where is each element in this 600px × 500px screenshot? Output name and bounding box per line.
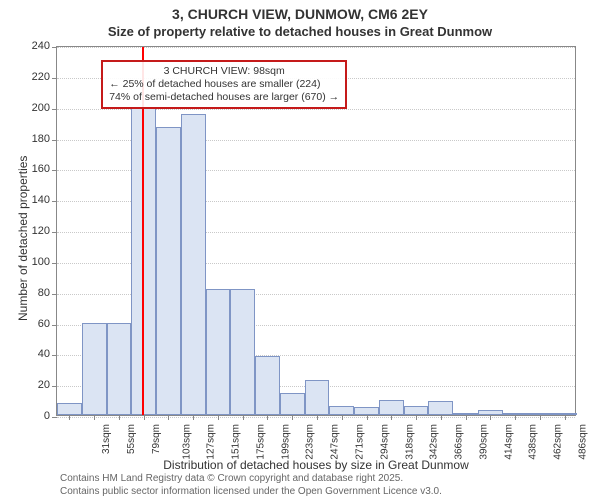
bar <box>305 380 330 415</box>
x-tick-label: 366sqm <box>454 424 465 460</box>
y-tick-label: 100 <box>26 256 50 268</box>
bar <box>404 406 429 415</box>
y-tick-mark <box>52 201 57 202</box>
chart-container: 3, CHURCH VIEW, DUNMOW, CM6 2EY Size of … <box>0 0 600 500</box>
y-tick-label: 40 <box>26 348 50 360</box>
y-tick-mark <box>52 78 57 79</box>
bar <box>181 114 206 415</box>
x-tick-label: 486sqm <box>577 424 588 460</box>
attribution-text: Contains HM Land Registry data © Crown c… <box>60 473 442 498</box>
attribution-line-2: Contains public sector information licen… <box>60 486 442 499</box>
x-tick-label: 175sqm <box>256 424 267 460</box>
x-tick-mark <box>441 415 442 420</box>
y-tick-mark <box>52 109 57 110</box>
x-tick-label: 414sqm <box>503 424 514 460</box>
y-tick-mark <box>52 355 57 356</box>
y-tick-label: 160 <box>26 163 50 175</box>
x-tick-mark <box>144 415 145 420</box>
x-tick-label: 31sqm <box>101 424 112 454</box>
x-tick-mark <box>367 415 368 420</box>
x-tick-label: 271sqm <box>355 424 366 460</box>
y-tick-label: 240 <box>26 40 50 52</box>
x-tick-label: 318sqm <box>404 424 415 460</box>
annotation-line: 3 CHURCH VIEW: 98sqm <box>109 65 339 78</box>
y-tick-mark <box>52 417 57 418</box>
x-tick-mark <box>490 415 491 420</box>
bar <box>230 289 255 415</box>
x-tick-label: 247sqm <box>330 424 341 460</box>
bar <box>354 407 379 415</box>
y-tick-label: 140 <box>26 194 50 206</box>
y-tick-mark <box>52 170 57 171</box>
y-tick-label: 20 <box>26 379 50 391</box>
x-tick-mark <box>416 415 417 420</box>
x-tick-label: 127sqm <box>206 424 217 460</box>
bar <box>107 323 132 416</box>
x-tick-mark <box>540 415 541 420</box>
x-tick-label: 55sqm <box>126 424 137 454</box>
y-tick-mark <box>52 386 57 387</box>
x-tick-label: 199sqm <box>280 424 291 460</box>
x-tick-label: 462sqm <box>553 424 564 460</box>
x-tick-label: 390sqm <box>478 424 489 460</box>
gridline <box>57 417 575 418</box>
x-tick-mark <box>69 415 70 420</box>
x-tick-mark <box>243 415 244 420</box>
bar <box>57 403 82 415</box>
annotation-line: 74% of semi-detached houses are larger (… <box>109 91 339 104</box>
chart-title-main: 3, CHURCH VIEW, DUNMOW, CM6 2EY <box>0 6 600 22</box>
x-tick-label: 103sqm <box>181 424 192 460</box>
x-tick-mark <box>342 415 343 420</box>
bar <box>379 400 404 415</box>
attribution-line-1: Contains HM Land Registry data © Crown c… <box>60 473 442 486</box>
x-tick-label: 223sqm <box>305 424 316 460</box>
y-tick-label: 60 <box>26 318 50 330</box>
y-tick-mark <box>52 232 57 233</box>
x-tick-mark <box>292 415 293 420</box>
y-tick-label: 80 <box>26 287 50 299</box>
x-tick-label: 79sqm <box>151 424 162 454</box>
bar <box>329 406 354 415</box>
annotation-line: ← 25% of detached houses are smaller (22… <box>109 78 339 91</box>
x-tick-mark <box>218 415 219 420</box>
gridline <box>57 47 575 48</box>
chart-title-sub: Size of property relative to detached ho… <box>0 24 600 39</box>
x-tick-label: 342sqm <box>429 424 440 460</box>
x-tick-label: 294sqm <box>379 424 390 460</box>
y-tick-mark <box>52 47 57 48</box>
y-tick-label: 200 <box>26 102 50 114</box>
y-tick-label: 180 <box>26 133 50 145</box>
x-tick-mark <box>317 415 318 420</box>
y-tick-label: 0 <box>26 410 50 422</box>
x-tick-mark <box>391 415 392 420</box>
x-tick-mark <box>193 415 194 420</box>
y-tick-label: 120 <box>26 225 50 237</box>
x-tick-mark <box>565 415 566 420</box>
bar <box>206 289 231 415</box>
x-tick-mark <box>119 415 120 420</box>
y-tick-label: 220 <box>26 71 50 83</box>
y-tick-mark <box>52 263 57 264</box>
bar <box>156 127 181 415</box>
plot-area: 3 CHURCH VIEW: 98sqm← 25% of detached ho… <box>56 46 576 416</box>
x-tick-label: 151sqm <box>231 424 242 460</box>
x-tick-label: 438sqm <box>528 424 539 460</box>
bar <box>82 323 107 416</box>
x-tick-mark <box>267 415 268 420</box>
y-tick-mark <box>52 294 57 295</box>
x-tick-mark <box>515 415 516 420</box>
y-tick-mark <box>52 325 57 326</box>
y-tick-mark <box>52 140 57 141</box>
x-tick-mark <box>168 415 169 420</box>
bar <box>428 401 453 415</box>
bar <box>280 393 305 415</box>
x-tick-mark <box>466 415 467 420</box>
bar <box>255 356 280 415</box>
annotation-box: 3 CHURCH VIEW: 98sqm← 25% of detached ho… <box>101 60 347 109</box>
x-tick-mark <box>94 415 95 420</box>
x-axis-label: Distribution of detached houses by size … <box>56 458 576 472</box>
